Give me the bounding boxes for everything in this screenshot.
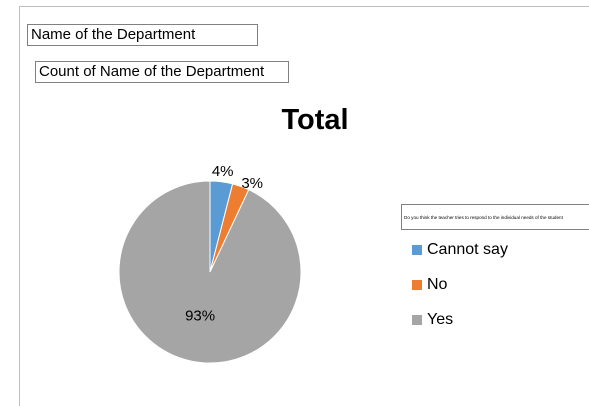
legend-item-no: No: [412, 276, 508, 294]
legend: Cannot say No Yes: [412, 241, 508, 346]
legend-swatch-yes: [412, 315, 422, 325]
legend-title: Do you think the teacher tries to respon…: [401, 204, 589, 230]
pie-chart: 4% 3% 93%: [118, 163, 302, 364]
legend-swatch-no: [412, 280, 422, 290]
chart-area: [19, 6, 589, 406]
legend-label-no: No: [427, 276, 448, 293]
data-label-no: 3%: [241, 175, 263, 192]
legend-swatch-cannot-say: [412, 245, 422, 255]
legend-label-cannot-say: Cannot say: [427, 241, 508, 258]
chart-title: Total: [281, 104, 349, 136]
department-field-button[interactable]: Name of the Department: [27, 24, 258, 46]
count-field-button[interactable]: Count of Name of the Department: [35, 61, 289, 83]
legend-item-cannot-say: Cannot say: [412, 241, 508, 259]
data-label-yes: 93%: [185, 307, 215, 324]
pie-slice-yes: [118, 180, 302, 364]
legend-item-yes: Yes: [412, 311, 508, 329]
data-label-cannot-say: 4%: [212, 163, 234, 180]
legend-label-yes: Yes: [427, 311, 454, 328]
